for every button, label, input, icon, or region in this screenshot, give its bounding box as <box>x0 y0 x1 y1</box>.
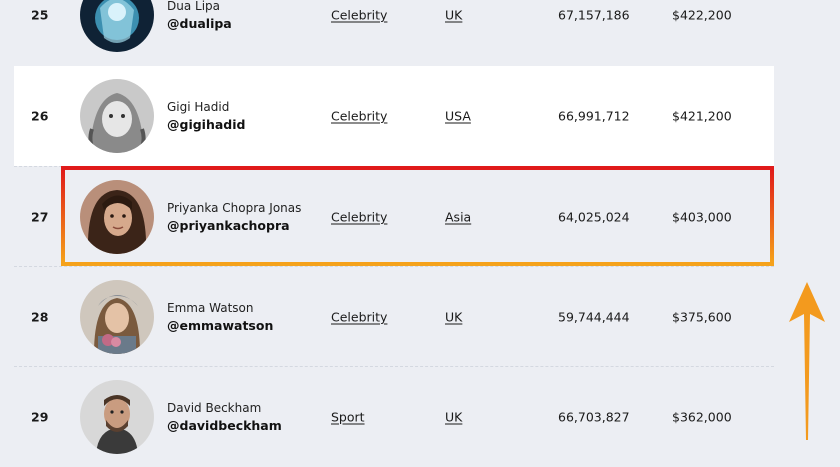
rank-number: 26 <box>31 108 49 124</box>
highlight-box <box>61 166 774 266</box>
avatar[interactable] <box>80 380 154 454</box>
follower-count: 66,703,827 <box>558 409 630 425</box>
influencer-name: Emma Watson <box>167 301 254 315</box>
table-row[interactable]: 29 David Beckham @davidbeckham Sport UK … <box>14 366 774 467</box>
influencer-handle[interactable]: @davidbeckham <box>167 418 282 433</box>
country-link[interactable]: UK <box>445 7 463 23</box>
follower-count: 66,991,712 <box>558 108 630 124</box>
rank-number: 28 <box>31 309 49 325</box>
avatar[interactable] <box>80 79 154 153</box>
table-row[interactable]: 28 Emma Watson @emmawatson Celebrity UK … <box>14 266 774 367</box>
rank-number: 29 <box>31 409 49 425</box>
follower-count: 59,744,444 <box>558 309 630 325</box>
category-link[interactable]: Celebrity <box>331 108 388 124</box>
post-price: $362,000 <box>672 409 732 425</box>
category-link[interactable]: Sport <box>331 409 365 425</box>
influencer-handle[interactable]: @emmawatson <box>167 318 274 333</box>
influencer-name: Dua Lipa <box>167 0 221 13</box>
post-price: $375,600 <box>672 309 732 325</box>
post-price: $421,200 <box>672 108 732 124</box>
influencer-name: David Beckham <box>167 401 262 415</box>
up-arrow-icon <box>789 282 825 440</box>
influencer-name-block: David Beckham @davidbeckham <box>167 400 282 434</box>
country-link[interactable]: UK <box>445 309 463 325</box>
influencer-name-block: Emma Watson @emmawatson <box>167 300 273 334</box>
table-row[interactable]: 25 Dua Lipa @dualipa Celebrity UK 67,157… <box>14 0 774 65</box>
influencer-name: Gigi Hadid <box>167 100 230 114</box>
rank-number: 25 <box>31 7 49 23</box>
influencer-handle[interactable]: @gigihadid <box>167 117 246 132</box>
influencer-name-block: Dua Lipa @dualipa <box>167 0 232 32</box>
influencer-handle[interactable]: @dualipa <box>167 16 232 31</box>
avatar[interactable] <box>80 280 154 354</box>
category-link[interactable]: Celebrity <box>331 7 388 23</box>
table-row[interactable]: 26 Gigi Hadid @gigihadid Celebrity USA 6… <box>14 66 774 166</box>
avatar[interactable] <box>80 0 154 52</box>
country-link[interactable]: UK <box>445 409 463 425</box>
post-price: $422,200 <box>672 7 732 23</box>
category-link[interactable]: Celebrity <box>331 309 388 325</box>
follower-count: 67,157,186 <box>558 7 630 23</box>
rank-number: 27 <box>31 209 49 225</box>
influencer-name-block: Gigi Hadid @gigihadid <box>167 99 245 133</box>
country-link[interactable]: USA <box>445 108 471 124</box>
